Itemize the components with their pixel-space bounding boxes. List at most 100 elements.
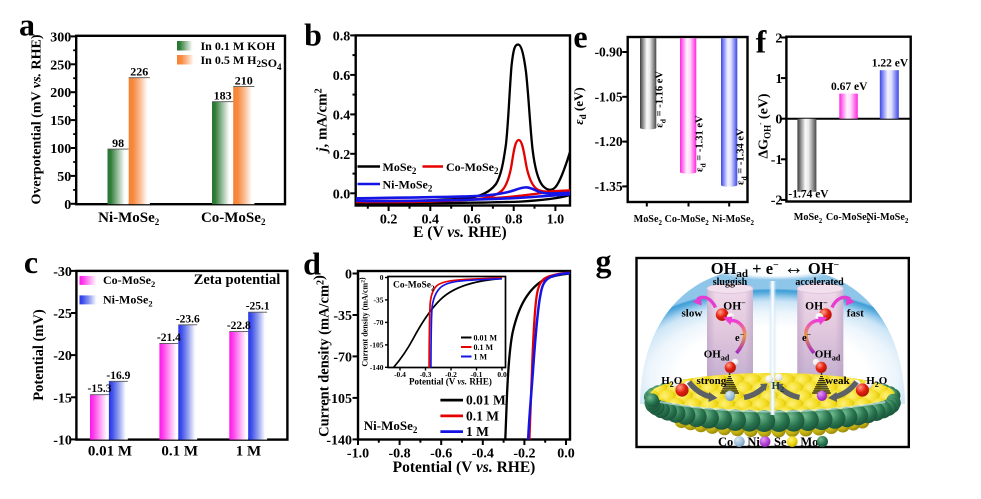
svg-text:-1.20: -1.20 bbox=[595, 134, 623, 149]
svg-text:0.6: 0.6 bbox=[333, 69, 351, 84]
svg-text:Potential (V vs. RHE): Potential (V vs. RHE) bbox=[393, 459, 536, 476]
svg-text:E (V vs. RHE): E (V vs. RHE) bbox=[413, 224, 507, 241]
svg-text:εd = -1.34 eV: εd = -1.34 eV bbox=[736, 128, 749, 185]
svg-text:0: 0 bbox=[775, 113, 782, 128]
svg-text:-1.05: -1.05 bbox=[595, 89, 623, 104]
svg-text:0: 0 bbox=[345, 268, 352, 283]
svg-text:-0.2: -0.2 bbox=[445, 370, 457, 379]
svg-text:e−: e− bbox=[735, 330, 744, 344]
svg-text:-1.0: -1.0 bbox=[347, 447, 369, 462]
svg-text:εd = -1.31 eV: εd = -1.31 eV bbox=[695, 115, 708, 172]
svg-text:-10: -10 bbox=[53, 433, 72, 448]
svg-text:-1.74 eV: -1.74 eV bbox=[788, 189, 829, 201]
svg-text:-25.1: -25.1 bbox=[246, 301, 270, 313]
svg-text:-0.90: -0.90 bbox=[595, 45, 623, 60]
svg-text:0.0: 0.0 bbox=[333, 187, 351, 202]
svg-text:-25: -25 bbox=[53, 307, 72, 322]
svg-text:98: 98 bbox=[112, 136, 124, 150]
svg-text:-0.3: -0.3 bbox=[420, 370, 432, 379]
svg-text:-70: -70 bbox=[374, 318, 384, 327]
svg-text:d: d bbox=[303, 246, 321, 282]
svg-text:0.2: 0.2 bbox=[333, 148, 351, 163]
svg-text:2: 2 bbox=[775, 31, 782, 46]
svg-text:Ni-MoSe2: Ni-MoSe2 bbox=[383, 178, 433, 194]
svg-text:slow: slow bbox=[682, 308, 703, 320]
svg-text:-105: -105 bbox=[370, 341, 384, 350]
svg-text:1 M: 1 M bbox=[474, 352, 488, 361]
svg-text:Ni-MoSe2: Ni-MoSe2 bbox=[364, 418, 418, 435]
svg-text:0.01 M: 0.01 M bbox=[466, 393, 506, 408]
svg-text:0.01 M: 0.01 M bbox=[88, 444, 132, 460]
svg-text:-0.8: -0.8 bbox=[389, 447, 411, 462]
svg-text:sluggish: sluggish bbox=[713, 277, 748, 288]
svg-text:0.1 M: 0.1 M bbox=[466, 408, 499, 423]
svg-text:Co-MoSe2: Co-MoSe2 bbox=[446, 160, 499, 176]
svg-text:210: 210 bbox=[235, 74, 253, 88]
svg-text:εd (eV): εd (eV) bbox=[571, 87, 588, 124]
svg-text:Ni-MoSe2: Ni-MoSe2 bbox=[98, 210, 160, 227]
svg-text:a: a bbox=[19, 7, 35, 43]
svg-text:-2: -2 bbox=[771, 194, 783, 209]
svg-text:Ni-MoSe2: Ni-MoSe2 bbox=[712, 214, 754, 227]
svg-text:MoSe2: MoSe2 bbox=[794, 212, 823, 225]
svg-text:50: 50 bbox=[57, 170, 71, 185]
svg-text:250: 250 bbox=[50, 58, 71, 73]
svg-text:1: 1 bbox=[775, 72, 782, 87]
svg-text:-70: -70 bbox=[333, 350, 352, 365]
svg-text:Mo: Mo bbox=[800, 435, 818, 449]
svg-text:In 0.1 M KOH: In 0.1 M KOH bbox=[201, 39, 276, 53]
svg-text:H2O: H2O bbox=[661, 375, 683, 389]
svg-text:150: 150 bbox=[50, 114, 71, 129]
svg-text:-35: -35 bbox=[333, 309, 352, 324]
svg-text:Se: Se bbox=[774, 435, 787, 449]
svg-text:ΔGOH- (eV): ΔGOH- (eV) bbox=[757, 93, 773, 159]
svg-text:Co-MoSe2: Co-MoSe2 bbox=[393, 281, 435, 293]
svg-text:226: 226 bbox=[130, 65, 148, 79]
svg-text:Current density (mA/cm2): Current density (mA/cm2) bbox=[358, 277, 370, 367]
svg-text:f: f bbox=[756, 24, 767, 60]
svg-text:Ni-MoSe2: Ni-MoSe2 bbox=[866, 212, 908, 225]
svg-text:Ni: Ni bbox=[747, 435, 760, 449]
svg-text:1.22 eV: 1.22 eV bbox=[872, 58, 909, 70]
svg-text:0.2: 0.2 bbox=[380, 213, 398, 228]
svg-text:-35: -35 bbox=[374, 296, 384, 305]
svg-text:-20: -20 bbox=[53, 349, 72, 364]
svg-text:fast: fast bbox=[847, 308, 864, 320]
svg-text:Co-MoSe2: Co-MoSe2 bbox=[103, 273, 155, 289]
svg-text:1 M: 1 M bbox=[466, 424, 489, 439]
svg-text:0.67 eV: 0.67 eV bbox=[831, 81, 868, 93]
svg-text:0.6: 0.6 bbox=[463, 213, 481, 228]
svg-text:-0.6: -0.6 bbox=[430, 447, 452, 462]
svg-text:0: 0 bbox=[64, 198, 71, 213]
svg-text:1 M: 1 M bbox=[236, 444, 261, 460]
svg-text:-1: -1 bbox=[771, 153, 783, 168]
svg-text:Ni-MoSe2: Ni-MoSe2 bbox=[103, 293, 153, 309]
svg-text:Co: Co bbox=[718, 435, 733, 449]
svg-text:Overpotential (mV vs. RHE): Overpotential (mV vs. RHE) bbox=[30, 34, 45, 204]
svg-text:εd = -1.16 eV: εd = -1.16 eV bbox=[655, 71, 668, 128]
svg-text:-140: -140 bbox=[370, 363, 384, 372]
svg-text:-0.2: -0.2 bbox=[513, 447, 535, 462]
svg-text:-21.4: -21.4 bbox=[157, 332, 181, 344]
svg-text:c: c bbox=[24, 244, 38, 280]
svg-text:200: 200 bbox=[50, 86, 71, 101]
svg-text:-1.35: -1.35 bbox=[595, 179, 623, 194]
svg-text:0.1 M: 0.1 M bbox=[161, 444, 198, 460]
svg-text:0.4: 0.4 bbox=[422, 213, 440, 228]
svg-text:183: 183 bbox=[214, 89, 232, 103]
svg-text:weak: weak bbox=[825, 375, 850, 387]
svg-text:-22.8: -22.8 bbox=[227, 320, 251, 332]
svg-text:Potential (V vs. RHE): Potential (V vs. RHE) bbox=[409, 377, 492, 387]
svg-text:Co-MoSe2: Co-MoSe2 bbox=[201, 210, 266, 227]
svg-text:H2O: H2O bbox=[866, 375, 888, 389]
svg-text:Co-MoSe2: Co-MoSe2 bbox=[826, 212, 871, 225]
svg-text:-30: -30 bbox=[53, 265, 72, 280]
svg-text:-0.1: -0.1 bbox=[471, 370, 483, 379]
svg-text:0: 0 bbox=[380, 273, 384, 282]
svg-text:-140: -140 bbox=[326, 433, 352, 448]
svg-text:300: 300 bbox=[50, 30, 71, 45]
svg-text:OH−: OH− bbox=[805, 299, 828, 313]
svg-text:-0.4: -0.4 bbox=[472, 447, 494, 462]
svg-text:MoSe2: MoSe2 bbox=[634, 214, 663, 227]
svg-text:0.8: 0.8 bbox=[333, 29, 351, 44]
